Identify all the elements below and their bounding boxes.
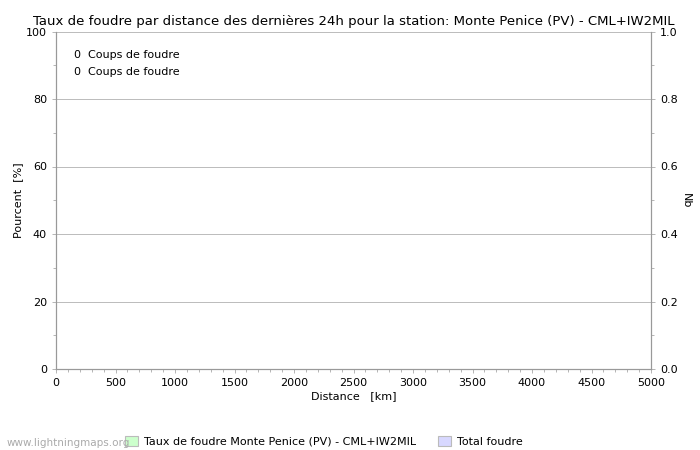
Legend: Taux de foudre Monte Penice (PV) - CML+IW2MIL, Total foudre: Taux de foudre Monte Penice (PV) - CML+I… — [120, 432, 527, 450]
Y-axis label: Pourcent  [%]: Pourcent [%] — [13, 162, 23, 238]
Text: 0  Coups de foudre: 0 Coups de foudre — [74, 67, 179, 77]
X-axis label: Distance   [km]: Distance [km] — [311, 391, 396, 401]
Text: www.lightningmaps.org: www.lightningmaps.org — [7, 438, 130, 448]
Title: Taux de foudre par distance des dernières 24h pour la station: Monte Penice (PV): Taux de foudre par distance des dernière… — [33, 14, 674, 27]
Text: 0  Coups de foudre: 0 Coups de foudre — [74, 50, 179, 60]
Y-axis label: Nb: Nb — [680, 193, 691, 208]
